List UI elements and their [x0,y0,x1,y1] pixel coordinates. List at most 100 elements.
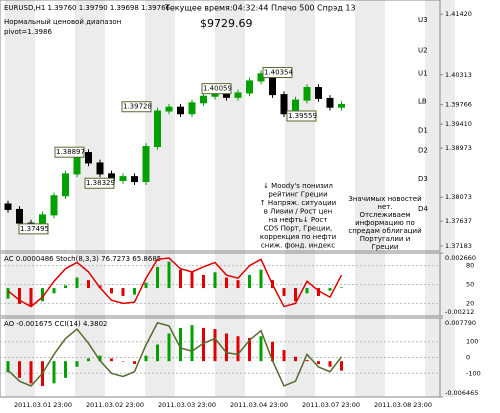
y-tick-label: -0.006465 [445,389,478,397]
histogram-bar [225,277,228,289]
y-tick-label: 1.39766 [445,101,472,109]
histogram-bar [282,350,286,362]
y-tick-label: 1.41420 [445,10,472,18]
histogram-bar [75,361,79,367]
candle-body [177,106,184,115]
candle-body [131,176,138,183]
x-label: 2011.03.02 23:00 [86,401,144,409]
candle-body [154,110,161,148]
histogram-bar [121,288,125,296]
indicator-line [7,257,343,308]
price-box [286,110,317,122]
y2-tick-label: 20 [466,299,474,307]
ac-title: AC 0.0000486 Stoch(8,3,3) 76.7273 65.868… [4,255,161,263]
candle-body [165,106,173,112]
histogram-bar [305,288,309,294]
histogram-bar [236,280,240,289]
histogram-bar [156,266,159,289]
band [355,0,385,397]
histogram-bar [236,336,240,362]
indicator-line [7,321,343,387]
price-box [18,223,49,235]
symbol-title: EURUSD,H1 1.39760 1.39790 1.39698 1.3976… [4,4,171,12]
histogram-bar [259,269,263,289]
y-tick-label: -0.00212 [445,308,474,316]
histogram-bar [340,361,343,371]
histogram-bar [133,361,136,364]
histogram-bar [144,282,148,289]
histogram-bar [52,288,56,294]
y2-tick-label: 100 [466,338,478,346]
pivot-note: pivot=1.3986 [4,28,52,36]
header-time: Текущее время:04:32:44 Плечо 500 Спрэд 1… [164,4,356,13]
level-label: U1 [418,69,428,77]
candle-body [188,102,196,115]
y-tick-label: 1.39410 [445,120,472,128]
histogram-bar [98,355,102,362]
main-panel [0,0,441,252]
candle-body [200,95,207,104]
price-label: 1.38897 [56,148,85,156]
news-red: рейтинг Греции [268,191,327,199]
candle-body [234,92,242,98]
candle-body [50,195,58,216]
histogram-bar [190,325,194,362]
level-label: D4 [418,205,428,213]
level-label: D3 [418,175,428,183]
candle-body [62,173,69,197]
level-label: D2 [418,146,428,154]
band [145,0,175,397]
price-box [54,146,85,158]
candle-body [338,103,345,108]
histogram-bar [248,337,251,362]
histogram-bar [18,288,21,304]
news-red: CDS Порт, Греции, [264,225,333,233]
histogram-bar [190,272,194,289]
news-red: коррекция по нефти [260,233,336,241]
y2-tick-label: 50 [466,281,474,289]
x-label: 2011.03.08 23:00 [374,401,432,409]
histogram-bar [110,358,113,362]
histogram-bar [87,280,90,289]
news-black: нет. [377,203,392,211]
histogram-bar [110,288,113,294]
candle-body [85,152,92,164]
y-tick-label: 1.38973 [445,144,472,152]
price-label: 1.40354 [264,69,293,77]
y2-tick-label: 80 [466,262,474,270]
ac-panel [0,252,441,317]
histogram-bar [317,288,320,296]
x-label: 2011.03.03 23:00 [158,401,216,409]
y-tick-label: 0.007790 [445,319,476,327]
ao-title: AO -0.001675 CCI(14) 4.3802 [4,320,107,328]
histogram-bar [167,333,171,362]
price-label: 1.39728 [123,103,152,111]
histogram-bar [6,361,10,373]
histogram-bar [87,358,90,362]
news-red: ↓ Moody's понизил [263,182,333,190]
news-red: в Ливии / Рост цен [264,208,333,216]
histogram-bar [294,288,297,302]
news-black: Греции [372,243,399,251]
ao-panel [0,317,441,398]
balance: $9729.69 [200,17,253,30]
histogram-bar [144,355,148,362]
x-label: 2011.03.04 23:00 [230,401,288,409]
news-red: ↑ Напряж. ситуации [260,199,336,207]
histogram-bar [64,361,67,378]
histogram-bar [202,327,205,362]
histogram-bar [305,360,309,362]
histogram-bar [213,329,217,362]
price-box [121,101,152,113]
candle-body [4,203,12,210]
news-black: Португалии и [360,235,411,243]
histogram-bar [121,361,125,362]
x-label: 2011.03.07 23:00 [302,401,360,409]
histogram-bar [29,288,33,307]
candle-body [96,162,104,175]
y-tick-label: 1.38073 [445,193,472,201]
level-label: LB [418,98,427,106]
news-black: Значимых новостей [348,195,421,203]
histogram-bar [248,274,251,289]
